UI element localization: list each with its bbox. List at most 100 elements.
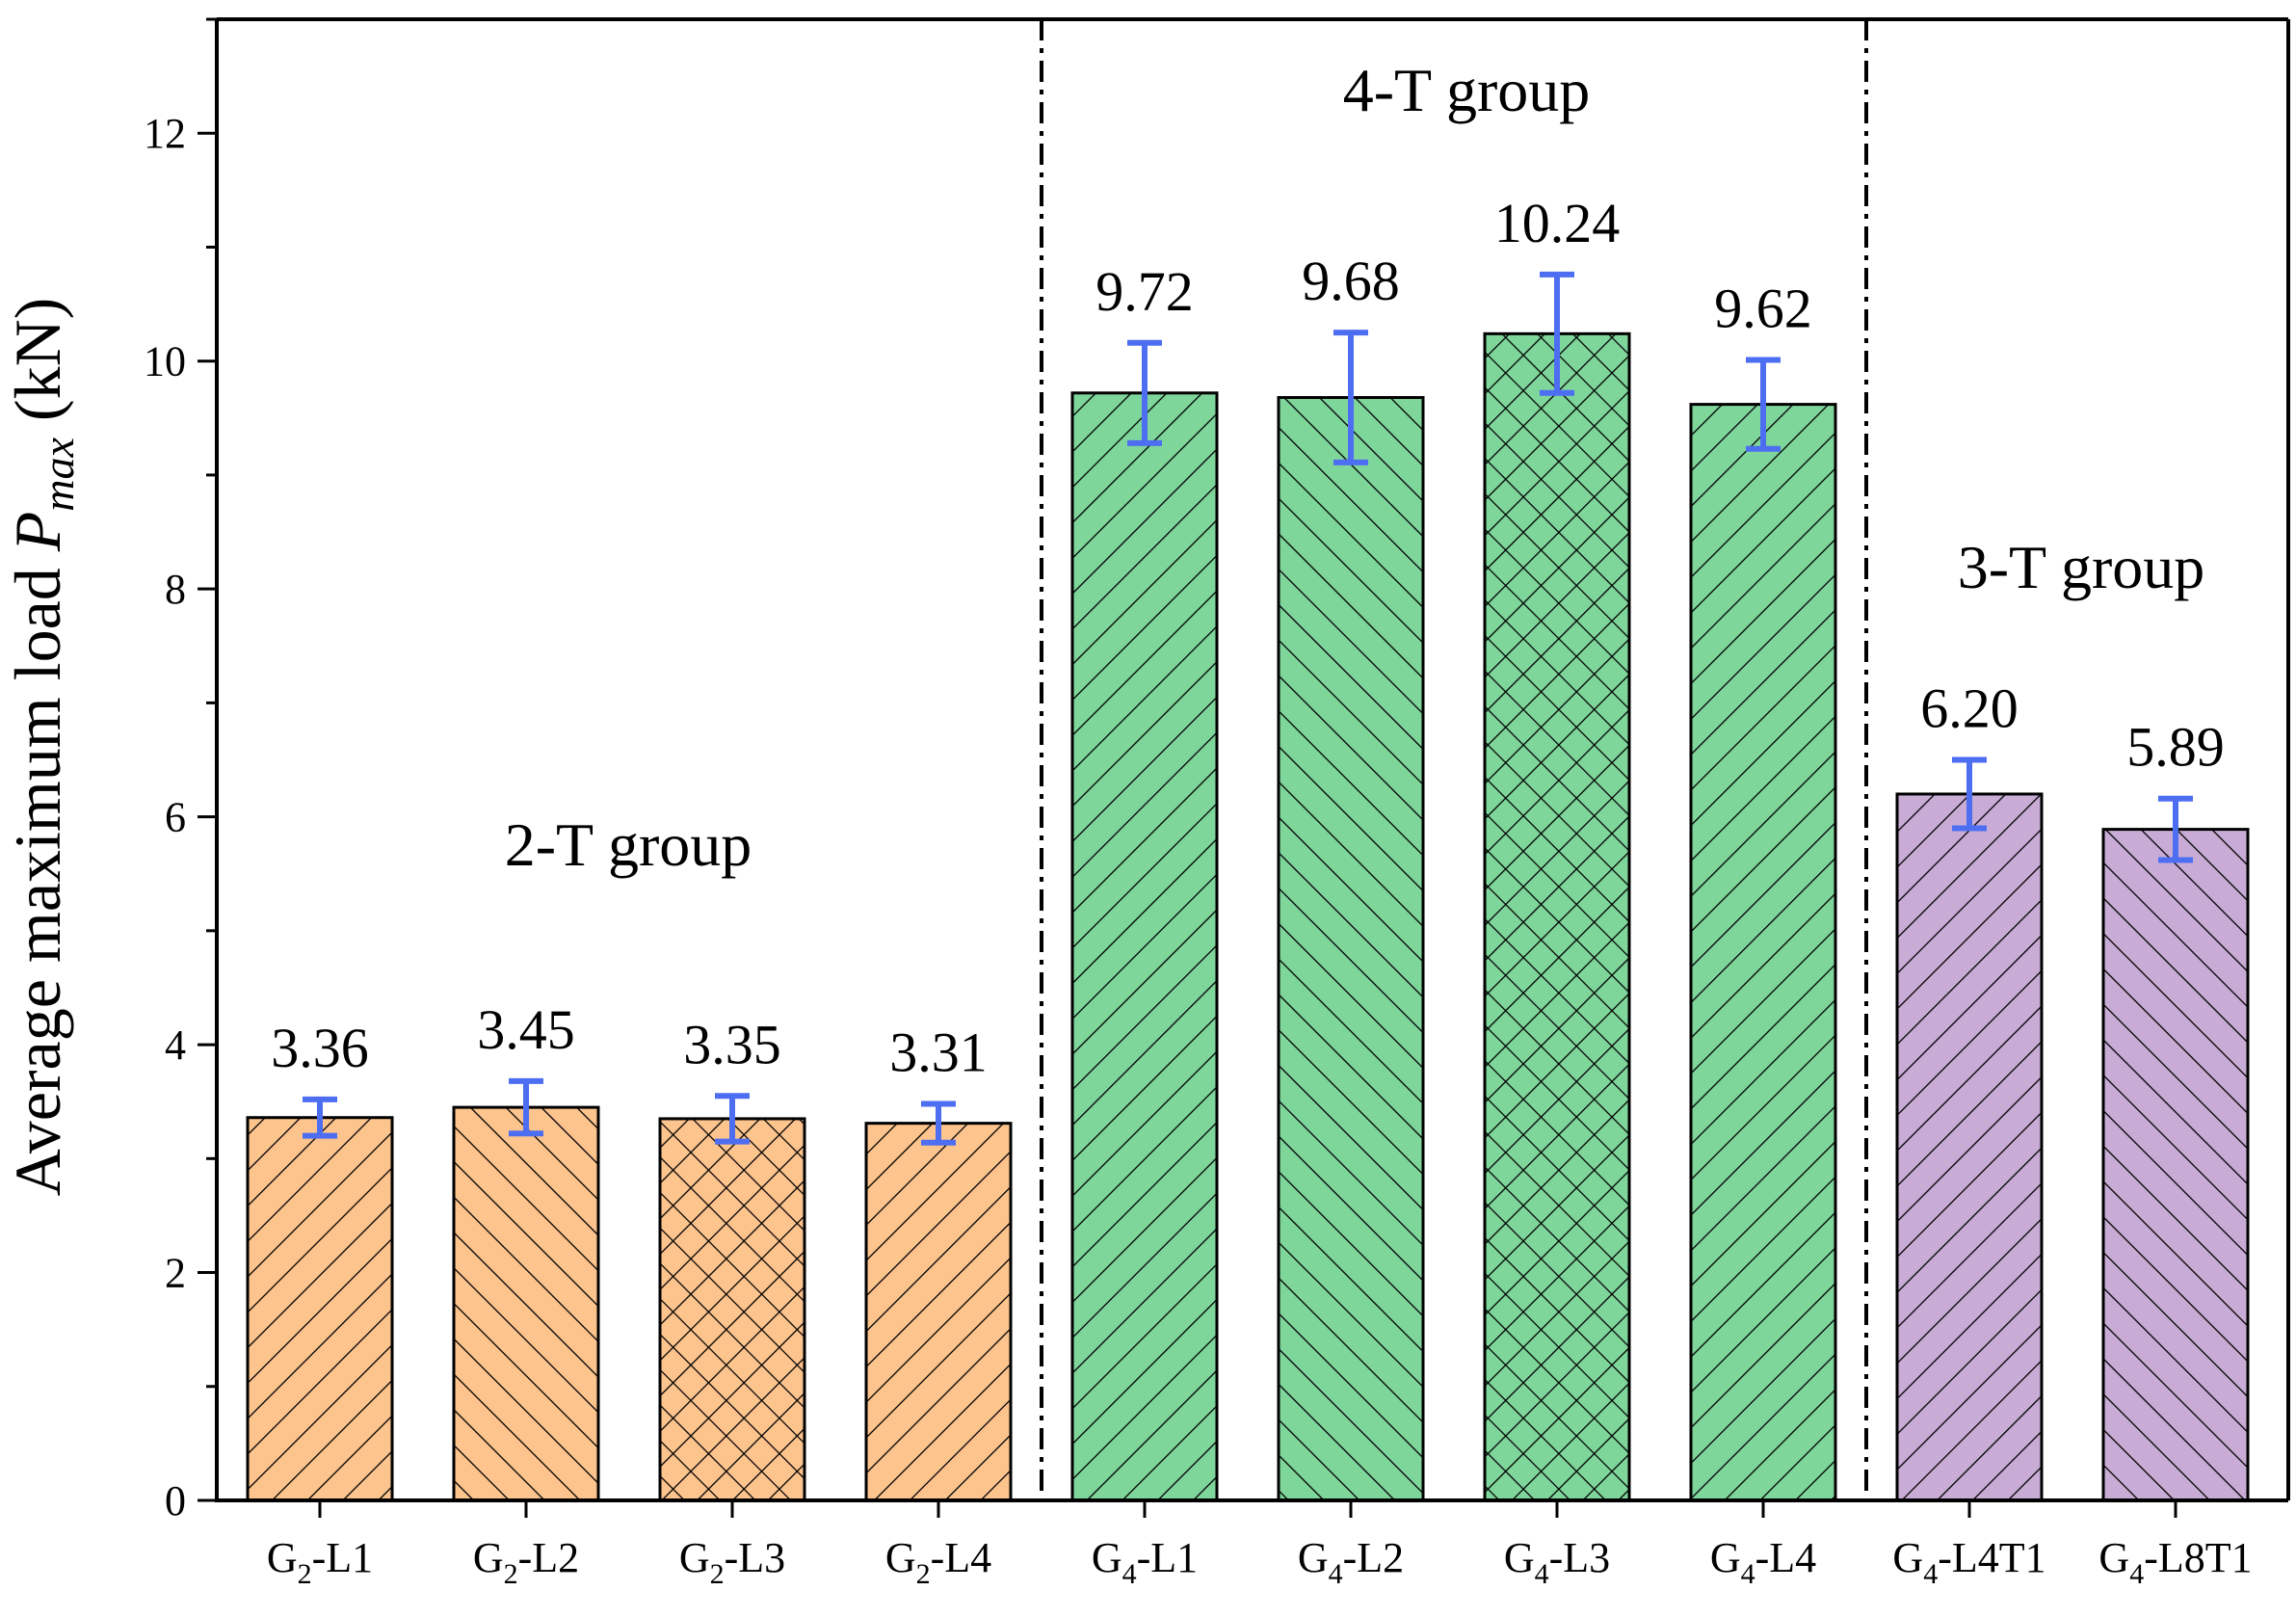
x-tick-label: G4-L4T1 xyxy=(1892,1534,2045,1590)
data-label: 6.20 xyxy=(1920,677,2019,740)
x-tick-label-base: G xyxy=(1298,1534,1329,1581)
x-tick-label-rest: -L4 xyxy=(931,1534,992,1581)
bar-group xyxy=(246,1116,394,1502)
data-label: 9.62 xyxy=(1714,278,1812,340)
error-bar xyxy=(1127,339,1162,446)
y-tick-label: 12 xyxy=(144,110,186,157)
x-tick-label: G2-L3 xyxy=(679,1534,785,1590)
error-bars-layer xyxy=(303,271,2193,1146)
x-tick-label-rest: -L8T1 xyxy=(2144,1534,2252,1581)
y-axis-title-suffix: (kN) xyxy=(1,298,74,437)
y-axis-title: Average maximum load Pmax (kN) xyxy=(1,298,83,1197)
x-tick-label: G2-L1 xyxy=(267,1534,373,1590)
error-bar xyxy=(1952,756,1987,832)
bar-hatch xyxy=(1483,331,1631,1502)
axes xyxy=(198,17,2290,1518)
y-axis-title-subscript: max xyxy=(34,437,83,511)
bar-group xyxy=(2101,828,2250,1502)
bar-hatch xyxy=(452,1105,600,1502)
data-label: 3.36 xyxy=(271,1017,369,1079)
x-tick-label-base: G xyxy=(473,1534,504,1581)
group-dividers xyxy=(1040,19,1868,1500)
data-label: 10.24 xyxy=(1494,192,1621,254)
x-tick-label-subscript: 4 xyxy=(1923,1558,1938,1590)
bar-group xyxy=(1070,391,1219,1502)
x-tick-label-rest: -L2 xyxy=(518,1534,580,1581)
y-tick-label: 4 xyxy=(165,1021,186,1069)
x-tick-label-base: G xyxy=(1892,1534,1923,1581)
group-label: 3-T group xyxy=(1958,533,2205,601)
bar-hatch xyxy=(658,1117,806,1502)
bar-group xyxy=(1689,403,1837,1502)
x-tick-label-subscript: 4 xyxy=(2129,1558,2144,1590)
x-tick-label-base: G xyxy=(267,1534,298,1581)
y-tick-label: 6 xyxy=(165,794,186,841)
data-label: 3.45 xyxy=(477,998,575,1061)
x-tick-label-base: G xyxy=(885,1534,916,1581)
x-tick-label-rest: -L1 xyxy=(1137,1534,1199,1581)
bar-hatch xyxy=(864,1122,1013,1502)
y-axis-title-prefix: Average maximum load xyxy=(1,551,74,1196)
x-tick-label-rest: -L2 xyxy=(1343,1534,1405,1581)
error-bar xyxy=(509,1077,543,1137)
error-bar xyxy=(1746,357,1781,452)
data-label: 3.35 xyxy=(683,1013,781,1075)
x-tick-label: G2-L2 xyxy=(473,1534,579,1590)
bar-hatch xyxy=(1895,792,2044,1502)
bar-group xyxy=(1277,396,1425,1502)
x-tick-label-rest: -L3 xyxy=(1549,1534,1611,1581)
error-bar xyxy=(1333,330,1368,465)
x-tick-label-base: G xyxy=(1710,1534,1741,1581)
x-tick-label-rest: -L4T1 xyxy=(1938,1534,2045,1581)
bar-hatch xyxy=(1070,391,1219,1502)
x-tick-label-rest: -L1 xyxy=(312,1534,374,1581)
error-bar xyxy=(1540,271,1574,396)
y-tick-label: 2 xyxy=(165,1250,186,1297)
bar-group xyxy=(658,1117,806,1502)
data-label: 5.89 xyxy=(2126,716,2225,779)
x-tick-label-rest: -L4 xyxy=(1755,1534,1817,1581)
bar-hatch xyxy=(246,1116,394,1502)
error-bar xyxy=(2158,795,2193,863)
x-tick-label-subscript: 2 xyxy=(916,1558,931,1590)
bar-group xyxy=(864,1122,1013,1502)
x-tick-label-subscript: 2 xyxy=(504,1558,518,1590)
bar-group xyxy=(1483,331,1631,1502)
x-tick-label-rest: -L3 xyxy=(725,1534,786,1581)
y-tick-label: 10 xyxy=(144,338,186,385)
y-axis-title-symbol: P xyxy=(1,512,74,553)
bar-hatch xyxy=(1689,403,1837,1502)
group-label: 2-T group xyxy=(505,810,752,879)
bar-hatch xyxy=(1277,396,1425,1502)
bars-layer xyxy=(246,331,2250,1502)
error-bar xyxy=(921,1100,956,1146)
x-tick-label-base: G xyxy=(1092,1534,1122,1581)
x-tick-label-subscript: 4 xyxy=(1741,1558,1755,1590)
x-tick-label-base: G xyxy=(2098,1534,2129,1581)
x-tick-label: G4-L2 xyxy=(1298,1534,1404,1590)
y-tick-label: 0 xyxy=(165,1477,186,1524)
bar-hatch xyxy=(2101,828,2250,1502)
group-label: 4-T group xyxy=(1343,56,1591,124)
x-tick-label: G4-L3 xyxy=(1504,1534,1610,1590)
y-tick-label: 8 xyxy=(165,566,186,613)
data-label: 9.68 xyxy=(1302,250,1400,312)
x-tick-label-base: G xyxy=(679,1534,710,1581)
error-bar xyxy=(303,1096,337,1139)
x-tick-label-subscript: 2 xyxy=(710,1558,725,1590)
error-bar xyxy=(715,1093,750,1145)
bar-group xyxy=(1895,792,2044,1502)
x-tick-label: G2-L4 xyxy=(885,1534,991,1590)
x-tick-label: G4-L4 xyxy=(1710,1534,1816,1590)
x-tick-label-subscript: 2 xyxy=(298,1558,312,1590)
data-label: 3.31 xyxy=(889,1021,988,1084)
x-tick-label-base: G xyxy=(1504,1534,1535,1581)
x-tick-label: G4-L1 xyxy=(1092,1534,1198,1590)
x-tick-label-subscript: 4 xyxy=(1535,1558,1549,1590)
x-tick-label-subscript: 4 xyxy=(1329,1558,1343,1590)
x-tick-label: G4-L8T1 xyxy=(2098,1534,2252,1590)
data-label: 9.72 xyxy=(1095,260,1194,323)
